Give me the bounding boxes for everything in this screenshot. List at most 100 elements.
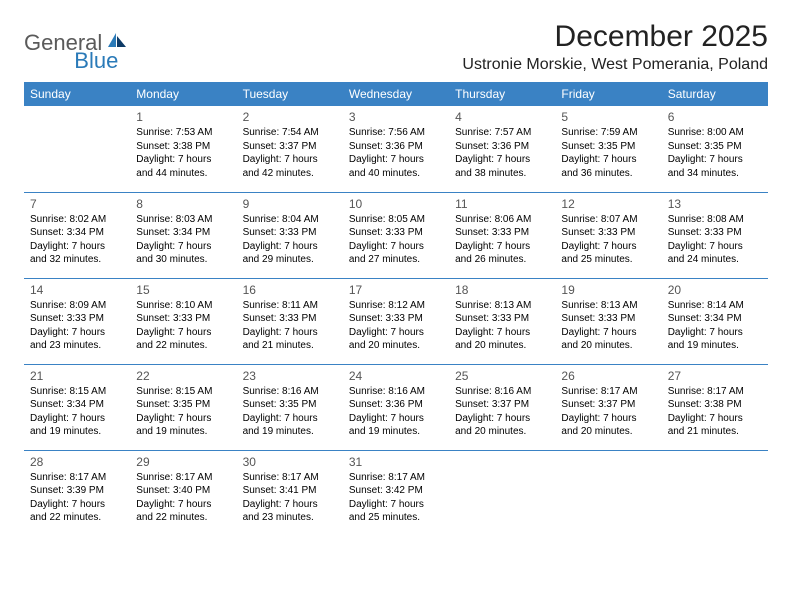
day-number: 23: [243, 368, 337, 384]
daylight-line: Daylight: 7 hours and 25 minutes.: [561, 240, 655, 267]
day-number: 19: [561, 282, 655, 298]
day-header: Friday: [555, 82, 661, 106]
sunset-line: Sunset: 3:33 PM: [455, 312, 549, 326]
sunset-line: Sunset: 3:33 PM: [136, 312, 230, 326]
sunset-line: Sunset: 3:36 PM: [349, 140, 443, 154]
sunset-line: Sunset: 3:38 PM: [668, 398, 762, 412]
calendar-day-cell: 23Sunrise: 8:16 AMSunset: 3:35 PMDayligh…: [237, 364, 343, 450]
logo: General Blue: [24, 30, 152, 56]
daylight-line: Daylight: 7 hours and 19 minutes.: [349, 412, 443, 439]
day-number: 14: [30, 282, 124, 298]
sunset-line: Sunset: 3:33 PM: [243, 226, 337, 240]
day-number: 17: [349, 282, 443, 298]
calendar-day-cell: 27Sunrise: 8:17 AMSunset: 3:38 PMDayligh…: [662, 364, 768, 450]
sunrise-line: Sunrise: 8:15 AM: [136, 385, 230, 399]
sunset-line: Sunset: 3:33 PM: [561, 226, 655, 240]
sunrise-line: Sunrise: 7:56 AM: [349, 126, 443, 140]
sunset-line: Sunset: 3:33 PM: [561, 312, 655, 326]
sunrise-line: Sunrise: 7:54 AM: [243, 126, 337, 140]
daylight-line: Daylight: 7 hours and 20 minutes.: [561, 412, 655, 439]
calendar-day-cell: [555, 450, 661, 536]
calendar-day-cell: 13Sunrise: 8:08 AMSunset: 3:33 PMDayligh…: [662, 192, 768, 278]
sunset-line: Sunset: 3:37 PM: [561, 398, 655, 412]
sunrise-line: Sunrise: 8:15 AM: [30, 385, 124, 399]
calendar-day-cell: 20Sunrise: 8:14 AMSunset: 3:34 PMDayligh…: [662, 278, 768, 364]
sunset-line: Sunset: 3:34 PM: [30, 398, 124, 412]
day-header: Thursday: [449, 82, 555, 106]
sunset-line: Sunset: 3:33 PM: [349, 226, 443, 240]
day-header: Saturday: [662, 82, 768, 106]
day-header: Wednesday: [343, 82, 449, 106]
daylight-line: Daylight: 7 hours and 27 minutes.: [349, 240, 443, 267]
day-number: 6: [668, 109, 762, 125]
daylight-line: Daylight: 7 hours and 42 minutes.: [243, 153, 337, 180]
calendar-day-cell: [662, 450, 768, 536]
page-title: December 2025: [462, 20, 768, 54]
daylight-line: Daylight: 7 hours and 38 minutes.: [455, 153, 549, 180]
sunset-line: Sunset: 3:35 PM: [668, 140, 762, 154]
daylight-line: Daylight: 7 hours and 40 minutes.: [349, 153, 443, 180]
sunrise-line: Sunrise: 8:11 AM: [243, 299, 337, 313]
daylight-line: Daylight: 7 hours and 19 minutes.: [668, 326, 762, 353]
daylight-line: Daylight: 7 hours and 23 minutes.: [30, 326, 124, 353]
sunrise-line: Sunrise: 8:08 AM: [668, 213, 762, 227]
calendar-day-cell: 7Sunrise: 8:02 AMSunset: 3:34 PMDaylight…: [24, 192, 130, 278]
sunrise-line: Sunrise: 8:13 AM: [455, 299, 549, 313]
daylight-line: Daylight: 7 hours and 29 minutes.: [243, 240, 337, 267]
day-number: 12: [561, 196, 655, 212]
sunset-line: Sunset: 3:35 PM: [136, 398, 230, 412]
sunrise-line: Sunrise: 8:17 AM: [349, 471, 443, 485]
daylight-line: Daylight: 7 hours and 22 minutes.: [136, 498, 230, 525]
calendar-day-cell: 4Sunrise: 7:57 AMSunset: 3:36 PMDaylight…: [449, 106, 555, 192]
daylight-line: Daylight: 7 hours and 34 minutes.: [668, 153, 762, 180]
day-number: 10: [349, 196, 443, 212]
daylight-line: Daylight: 7 hours and 21 minutes.: [243, 326, 337, 353]
daylight-line: Daylight: 7 hours and 32 minutes.: [30, 240, 124, 267]
sunset-line: Sunset: 3:34 PM: [668, 312, 762, 326]
calendar-day-cell: 25Sunrise: 8:16 AMSunset: 3:37 PMDayligh…: [449, 364, 555, 450]
sunrise-line: Sunrise: 8:06 AM: [455, 213, 549, 227]
calendar-day-cell: 3Sunrise: 7:56 AMSunset: 3:36 PMDaylight…: [343, 106, 449, 192]
sunset-line: Sunset: 3:35 PM: [243, 398, 337, 412]
sunrise-line: Sunrise: 8:14 AM: [668, 299, 762, 313]
sunrise-line: Sunrise: 8:09 AM: [30, 299, 124, 313]
day-number: 31: [349, 454, 443, 470]
calendar-day-cell: 12Sunrise: 8:07 AMSunset: 3:33 PMDayligh…: [555, 192, 661, 278]
day-number: 7: [30, 196, 124, 212]
day-number: 2: [243, 109, 337, 125]
calendar-day-cell: 15Sunrise: 8:10 AMSunset: 3:33 PMDayligh…: [130, 278, 236, 364]
day-number: 8: [136, 196, 230, 212]
daylight-line: Daylight: 7 hours and 20 minutes.: [455, 326, 549, 353]
sunrise-line: Sunrise: 8:17 AM: [136, 471, 230, 485]
daylight-line: Daylight: 7 hours and 36 minutes.: [561, 153, 655, 180]
sunrise-line: Sunrise: 8:17 AM: [668, 385, 762, 399]
sunset-line: Sunset: 3:39 PM: [30, 484, 124, 498]
sunset-line: Sunset: 3:33 PM: [668, 226, 762, 240]
sunrise-line: Sunrise: 8:17 AM: [30, 471, 124, 485]
daylight-line: Daylight: 7 hours and 19 minutes.: [30, 412, 124, 439]
day-number: 5: [561, 109, 655, 125]
sunrise-line: Sunrise: 8:17 AM: [561, 385, 655, 399]
page-subtitle: Ustronie Morskie, West Pomerania, Poland: [462, 56, 768, 74]
calendar-week-row: 21Sunrise: 8:15 AMSunset: 3:34 PMDayligh…: [24, 364, 768, 450]
calendar-table: SundayMondayTuesdayWednesdayThursdayFrid…: [24, 82, 768, 536]
calendar-day-cell: 24Sunrise: 8:16 AMSunset: 3:36 PMDayligh…: [343, 364, 449, 450]
daylight-line: Daylight: 7 hours and 24 minutes.: [668, 240, 762, 267]
sunset-line: Sunset: 3:41 PM: [243, 484, 337, 498]
sunset-line: Sunset: 3:33 PM: [243, 312, 337, 326]
sunset-line: Sunset: 3:37 PM: [455, 398, 549, 412]
day-number: 20: [668, 282, 762, 298]
daylight-line: Daylight: 7 hours and 30 minutes.: [136, 240, 230, 267]
day-number: 25: [455, 368, 549, 384]
header: General Blue December 2025 Ustronie Mors…: [24, 20, 768, 74]
sunset-line: Sunset: 3:37 PM: [243, 140, 337, 154]
sunset-line: Sunset: 3:36 PM: [349, 398, 443, 412]
calendar-day-cell: [449, 450, 555, 536]
day-number: 1: [136, 109, 230, 125]
daylight-line: Daylight: 7 hours and 23 minutes.: [243, 498, 337, 525]
day-header: Tuesday: [237, 82, 343, 106]
day-number: 24: [349, 368, 443, 384]
calendar-day-cell: 28Sunrise: 8:17 AMSunset: 3:39 PMDayligh…: [24, 450, 130, 536]
title-block: December 2025 Ustronie Morskie, West Pom…: [462, 20, 768, 74]
calendar-week-row: 7Sunrise: 8:02 AMSunset: 3:34 PMDaylight…: [24, 192, 768, 278]
